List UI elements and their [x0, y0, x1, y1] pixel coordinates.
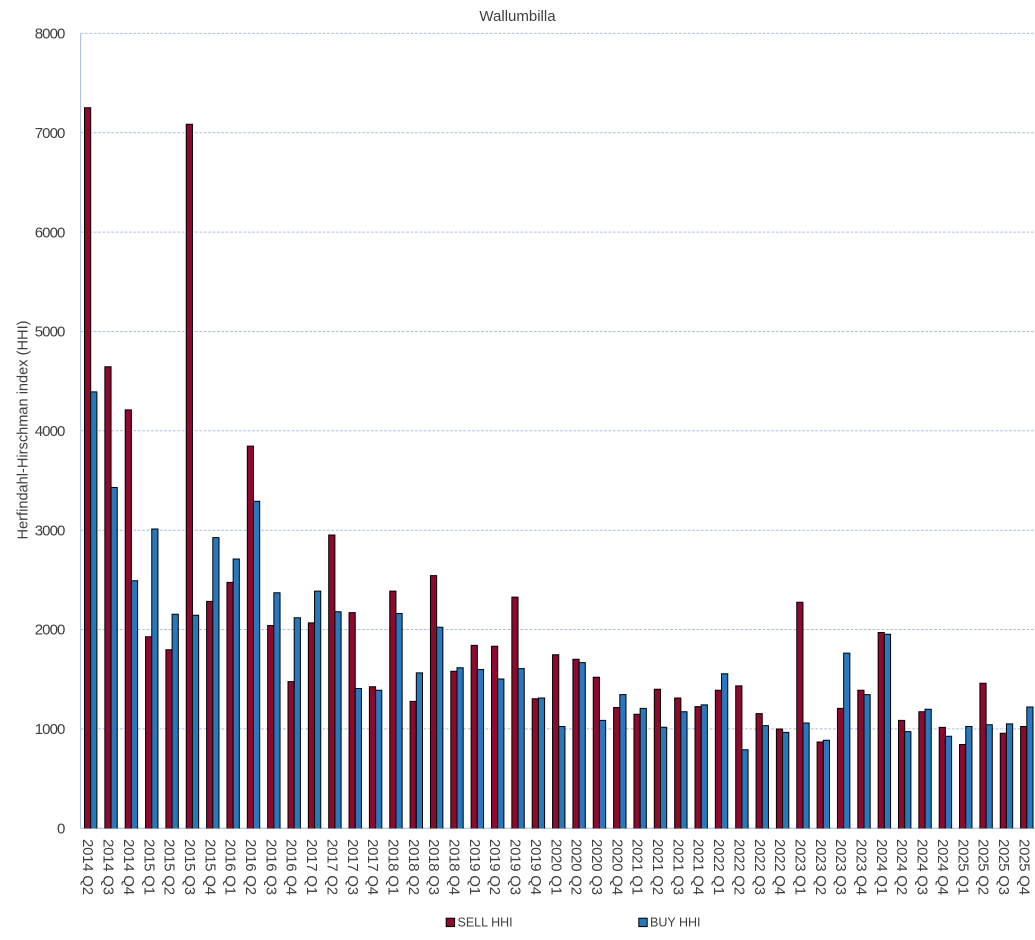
svg-text:2022 Q1: 2022 Q1	[710, 839, 727, 895]
svg-text:2015 Q4: 2015 Q4	[201, 839, 218, 895]
svg-text:2016 Q2: 2016 Q2	[242, 839, 259, 895]
svg-text:2014 Q4: 2014 Q4	[120, 839, 137, 895]
svg-text:2023 Q4: 2023 Q4	[853, 839, 870, 895]
svg-text:2025 Q2: 2025 Q2	[975, 839, 992, 895]
svg-text:Wallumbilla: Wallumbilla	[479, 8, 556, 25]
svg-text:2019 Q3: 2019 Q3	[507, 839, 524, 895]
svg-text:8000: 8000	[35, 26, 65, 43]
svg-text:2015 Q3: 2015 Q3	[181, 839, 198, 895]
svg-text:2020 Q1: 2020 Q1	[547, 839, 564, 895]
svg-text:2000: 2000	[35, 622, 65, 639]
svg-text:2018 Q3: 2018 Q3	[425, 839, 442, 895]
svg-text:2019 Q4: 2019 Q4	[527, 839, 544, 895]
svg-text:1000: 1000	[35, 721, 65, 738]
svg-text:2024 Q3: 2024 Q3	[914, 839, 931, 895]
svg-text:2024 Q1: 2024 Q1	[873, 839, 890, 895]
svg-text:2017 Q2: 2017 Q2	[323, 839, 340, 895]
svg-text:2017 Q1: 2017 Q1	[303, 839, 320, 895]
svg-text:SELL HHI: SELL HHI	[458, 916, 513, 930]
svg-text:6000: 6000	[35, 224, 65, 241]
svg-text:0: 0	[57, 820, 65, 837]
svg-text:2018 Q2: 2018 Q2	[405, 839, 422, 895]
svg-text:2017 Q4: 2017 Q4	[364, 839, 381, 895]
svg-text:2025 Q4: 2025 Q4	[1015, 839, 1032, 895]
svg-text:2023 Q1: 2023 Q1	[791, 839, 808, 895]
svg-text:3000: 3000	[35, 522, 65, 539]
svg-text:2025 Q3: 2025 Q3	[995, 839, 1012, 895]
svg-text:2024 Q4: 2024 Q4	[934, 839, 951, 895]
svg-text:2019 Q1: 2019 Q1	[466, 839, 483, 895]
svg-text:BUY HHI: BUY HHI	[650, 916, 700, 930]
svg-text:2015 Q2: 2015 Q2	[161, 839, 178, 895]
svg-text:2018 Q4: 2018 Q4	[446, 839, 463, 895]
svg-text:2023 Q3: 2023 Q3	[832, 839, 849, 895]
svg-text:2020 Q2: 2020 Q2	[568, 839, 585, 895]
svg-text:2016 Q4: 2016 Q4	[283, 839, 300, 895]
svg-text:2014 Q3: 2014 Q3	[100, 839, 117, 895]
svg-text:2021 Q2: 2021 Q2	[649, 839, 666, 895]
svg-text:2025 Q1: 2025 Q1	[954, 839, 971, 895]
svg-text:2022 Q4: 2022 Q4	[771, 839, 788, 895]
svg-text:2015 Q1: 2015 Q1	[140, 839, 157, 895]
svg-text:2014 Q2: 2014 Q2	[79, 839, 96, 895]
svg-text:5000: 5000	[35, 324, 65, 341]
svg-text:2018 Q1: 2018 Q1	[384, 839, 401, 895]
svg-text:2019 Q2: 2019 Q2	[486, 839, 503, 895]
svg-text:7000: 7000	[35, 125, 65, 142]
svg-text:2023 Q2: 2023 Q2	[812, 839, 829, 895]
svg-text:2017 Q3: 2017 Q3	[344, 839, 361, 895]
svg-text:2020 Q3: 2020 Q3	[588, 839, 605, 895]
svg-text:2021 Q3: 2021 Q3	[669, 839, 686, 895]
svg-text:2021 Q1: 2021 Q1	[629, 839, 646, 895]
svg-text:2022 Q2: 2022 Q2	[730, 839, 747, 895]
svg-text:2020 Q4: 2020 Q4	[608, 839, 625, 895]
svg-text:4000: 4000	[35, 423, 65, 440]
svg-text:2024 Q2: 2024 Q2	[893, 839, 910, 895]
svg-text:2022 Q3: 2022 Q3	[751, 839, 768, 895]
svg-text:2021 Q4: 2021 Q4	[690, 839, 707, 895]
svg-text:Herfindahl-Hirschman index (HH: Herfindahl-Hirschman index (HHI)	[16, 321, 32, 540]
svg-text:2016 Q1: 2016 Q1	[222, 839, 239, 895]
svg-text:2016 Q3: 2016 Q3	[262, 839, 279, 895]
